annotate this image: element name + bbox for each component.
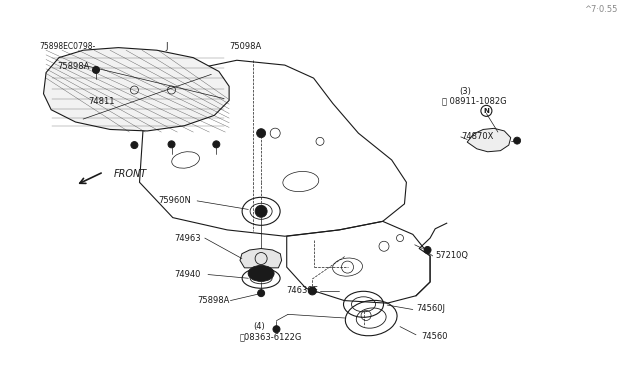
- Text: 74630E: 74630E: [287, 286, 319, 295]
- Text: (3): (3): [460, 87, 472, 96]
- Circle shape: [255, 205, 267, 217]
- Circle shape: [257, 129, 266, 138]
- Text: 57210Q: 57210Q: [435, 251, 468, 260]
- Text: 74963: 74963: [174, 234, 201, 243]
- Text: 75898A: 75898A: [197, 296, 230, 305]
- Text: 75098A: 75098A: [229, 42, 261, 51]
- Circle shape: [168, 141, 175, 148]
- Text: (4): (4): [253, 322, 264, 331]
- Circle shape: [424, 247, 431, 253]
- Circle shape: [93, 67, 99, 73]
- Text: 75960N: 75960N: [159, 196, 191, 205]
- Circle shape: [514, 137, 520, 144]
- Text: N: N: [483, 108, 490, 114]
- Text: FRONT: FRONT: [114, 169, 147, 179]
- Polygon shape: [240, 248, 282, 268]
- Circle shape: [258, 290, 264, 296]
- Text: 75898A: 75898A: [58, 62, 90, 71]
- Text: 74870X: 74870X: [461, 132, 493, 141]
- Circle shape: [308, 287, 316, 295]
- Ellipse shape: [248, 265, 274, 282]
- Text: 74560J: 74560J: [416, 304, 445, 313]
- Text: 74811: 74811: [88, 97, 115, 106]
- Text: ^7·0.55: ^7·0.55: [584, 5, 618, 14]
- Circle shape: [131, 142, 138, 148]
- Text: Ⓝ08363-6122G: Ⓝ08363-6122G: [240, 332, 302, 341]
- Polygon shape: [467, 128, 511, 152]
- Text: 74560: 74560: [421, 332, 447, 341]
- Text: Ⓞ 08911-1082G: Ⓞ 08911-1082G: [442, 96, 506, 105]
- Text: J: J: [165, 42, 168, 51]
- Circle shape: [213, 141, 220, 148]
- Circle shape: [273, 326, 280, 333]
- Text: 74940: 74940: [174, 270, 200, 279]
- Polygon shape: [44, 48, 229, 131]
- Text: 75898EC0798-: 75898EC0798-: [40, 42, 96, 51]
